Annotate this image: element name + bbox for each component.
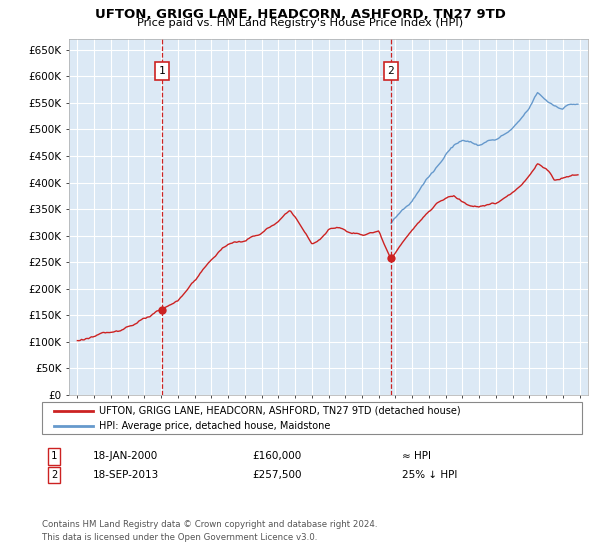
Text: 2: 2 xyxy=(51,470,57,480)
Text: 25% ↓ HPI: 25% ↓ HPI xyxy=(402,470,457,480)
Text: 1: 1 xyxy=(158,66,165,76)
Text: £160,000: £160,000 xyxy=(252,451,301,461)
Text: This data is licensed under the Open Government Licence v3.0.: This data is licensed under the Open Gov… xyxy=(42,533,317,542)
Text: £257,500: £257,500 xyxy=(252,470,302,480)
Text: UFTON, GRIGG LANE, HEADCORN, ASHFORD, TN27 9TD: UFTON, GRIGG LANE, HEADCORN, ASHFORD, TN… xyxy=(95,8,505,21)
Text: 1: 1 xyxy=(51,451,57,461)
Text: HPI: Average price, detached house, Maidstone: HPI: Average price, detached house, Maid… xyxy=(99,421,331,431)
Text: Price paid vs. HM Land Registry's House Price Index (HPI): Price paid vs. HM Land Registry's House … xyxy=(137,18,463,28)
Text: 18-SEP-2013: 18-SEP-2013 xyxy=(93,470,159,480)
Text: 18-JAN-2000: 18-JAN-2000 xyxy=(93,451,158,461)
Text: Contains HM Land Registry data © Crown copyright and database right 2024.: Contains HM Land Registry data © Crown c… xyxy=(42,520,377,529)
Text: UFTON, GRIGG LANE, HEADCORN, ASHFORD, TN27 9TD (detached house): UFTON, GRIGG LANE, HEADCORN, ASHFORD, TN… xyxy=(99,405,461,416)
Text: ≈ HPI: ≈ HPI xyxy=(402,451,431,461)
Text: 2: 2 xyxy=(388,66,394,76)
